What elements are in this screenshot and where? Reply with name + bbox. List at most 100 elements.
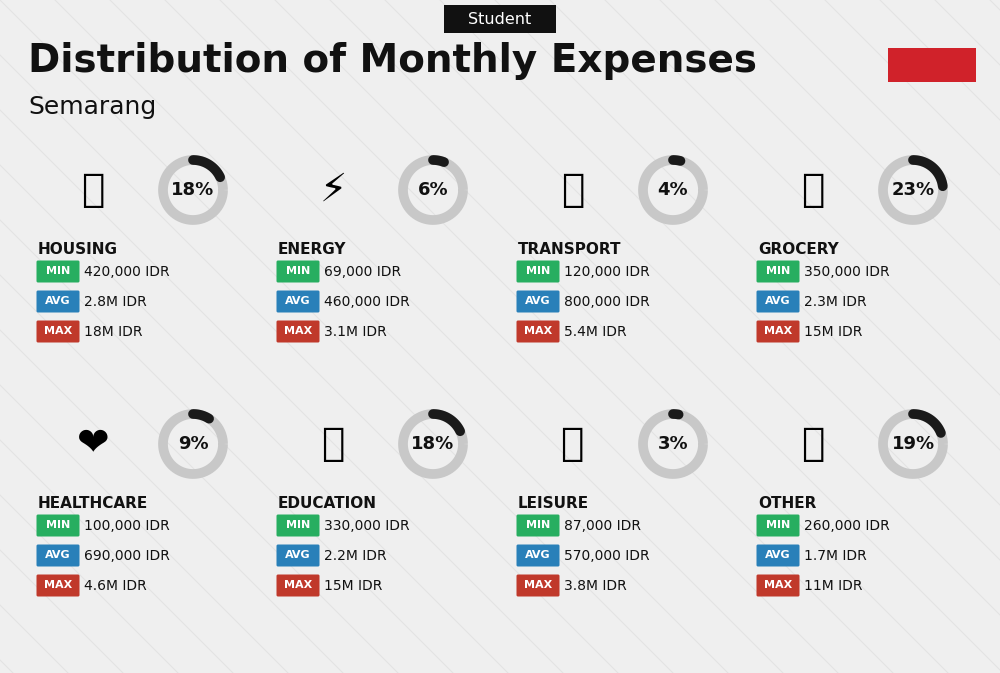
Text: 18%: 18% (411, 435, 455, 453)
Text: OTHER: OTHER (758, 496, 816, 511)
Text: HOUSING: HOUSING (38, 242, 118, 257)
FancyBboxPatch shape (36, 514, 80, 536)
FancyBboxPatch shape (516, 260, 560, 283)
Text: Semarang: Semarang (28, 95, 156, 119)
Text: AVG: AVG (285, 297, 311, 306)
FancyBboxPatch shape (516, 514, 560, 536)
Text: AVG: AVG (45, 551, 71, 561)
Text: 15M IDR: 15M IDR (804, 324, 862, 339)
Text: 4.6M IDR: 4.6M IDR (84, 579, 147, 592)
Text: MIN: MIN (46, 520, 70, 530)
FancyBboxPatch shape (888, 48, 976, 82)
Text: MAX: MAX (284, 326, 312, 336)
FancyBboxPatch shape (757, 291, 800, 312)
FancyBboxPatch shape (36, 320, 80, 343)
Text: MIN: MIN (526, 267, 550, 277)
Text: ⚡: ⚡ (319, 171, 347, 209)
FancyBboxPatch shape (276, 260, 320, 283)
Text: MAX: MAX (524, 581, 552, 590)
Text: HEALTHCARE: HEALTHCARE (38, 496, 148, 511)
Text: MIN: MIN (286, 520, 310, 530)
FancyBboxPatch shape (276, 544, 320, 567)
Text: 87,000 IDR: 87,000 IDR (564, 518, 641, 532)
Text: 69,000 IDR: 69,000 IDR (324, 264, 401, 279)
Text: 23%: 23% (891, 181, 935, 199)
Text: 6%: 6% (418, 181, 448, 199)
FancyBboxPatch shape (757, 575, 800, 596)
Text: ENERGY: ENERGY (278, 242, 347, 257)
FancyBboxPatch shape (276, 291, 320, 312)
Text: AVG: AVG (765, 551, 791, 561)
Text: MIN: MIN (766, 520, 790, 530)
Text: 800,000 IDR: 800,000 IDR (564, 295, 650, 308)
Text: 350,000 IDR: 350,000 IDR (804, 264, 890, 279)
Text: 4%: 4% (658, 181, 688, 199)
FancyBboxPatch shape (516, 320, 560, 343)
Text: GROCERY: GROCERY (758, 242, 839, 257)
FancyBboxPatch shape (757, 320, 800, 343)
Text: 3%: 3% (658, 435, 688, 453)
Text: MAX: MAX (524, 326, 552, 336)
FancyBboxPatch shape (516, 544, 560, 567)
Text: 690,000 IDR: 690,000 IDR (84, 548, 170, 563)
FancyBboxPatch shape (276, 575, 320, 596)
Text: 🛒: 🛒 (801, 171, 825, 209)
Text: 🚌: 🚌 (561, 171, 585, 209)
Text: 18%: 18% (171, 181, 215, 199)
FancyBboxPatch shape (757, 514, 800, 536)
Text: 🏢: 🏢 (81, 171, 105, 209)
Text: EDUCATION: EDUCATION (278, 496, 377, 511)
Text: 3.1M IDR: 3.1M IDR (324, 324, 387, 339)
Text: 1.7M IDR: 1.7M IDR (804, 548, 867, 563)
Text: 330,000 IDR: 330,000 IDR (324, 518, 410, 532)
Text: AVG: AVG (285, 551, 311, 561)
Text: 💰: 💰 (801, 425, 825, 463)
Text: 420,000 IDR: 420,000 IDR (84, 264, 170, 279)
Text: 460,000 IDR: 460,000 IDR (324, 295, 410, 308)
Text: AVG: AVG (525, 297, 551, 306)
Text: 570,000 IDR: 570,000 IDR (564, 548, 650, 563)
Text: AVG: AVG (525, 551, 551, 561)
Text: MIN: MIN (286, 267, 310, 277)
Text: 19%: 19% (891, 435, 935, 453)
Text: MAX: MAX (284, 581, 312, 590)
Text: MIN: MIN (766, 267, 790, 277)
FancyBboxPatch shape (36, 260, 80, 283)
Text: Distribution of Monthly Expenses: Distribution of Monthly Expenses (28, 42, 757, 80)
Text: AVG: AVG (765, 297, 791, 306)
Text: MAX: MAX (44, 581, 72, 590)
Text: 5.4M IDR: 5.4M IDR (564, 324, 627, 339)
Text: 🛍️: 🛍️ (561, 425, 585, 463)
Text: ❤️: ❤️ (77, 425, 109, 463)
FancyBboxPatch shape (444, 5, 556, 33)
Text: Student: Student (468, 11, 532, 26)
FancyBboxPatch shape (757, 544, 800, 567)
Text: 100,000 IDR: 100,000 IDR (84, 518, 170, 532)
Text: 120,000 IDR: 120,000 IDR (564, 264, 650, 279)
Text: 15M IDR: 15M IDR (324, 579, 382, 592)
Text: 18M IDR: 18M IDR (84, 324, 143, 339)
Text: 9%: 9% (178, 435, 208, 453)
Text: TRANSPORT: TRANSPORT (518, 242, 622, 257)
Text: MAX: MAX (764, 326, 792, 336)
FancyBboxPatch shape (36, 544, 80, 567)
FancyBboxPatch shape (36, 291, 80, 312)
Text: 2.3M IDR: 2.3M IDR (804, 295, 867, 308)
FancyBboxPatch shape (516, 291, 560, 312)
Text: 🎓: 🎓 (321, 425, 345, 463)
Text: MAX: MAX (764, 581, 792, 590)
Text: 2.2M IDR: 2.2M IDR (324, 548, 387, 563)
Text: 2.8M IDR: 2.8M IDR (84, 295, 147, 308)
Text: MIN: MIN (46, 267, 70, 277)
Text: MIN: MIN (526, 520, 550, 530)
Text: 260,000 IDR: 260,000 IDR (804, 518, 890, 532)
FancyBboxPatch shape (276, 320, 320, 343)
FancyBboxPatch shape (276, 514, 320, 536)
Text: 3.8M IDR: 3.8M IDR (564, 579, 627, 592)
Text: 11M IDR: 11M IDR (804, 579, 862, 592)
FancyBboxPatch shape (757, 260, 800, 283)
FancyBboxPatch shape (36, 575, 80, 596)
FancyBboxPatch shape (516, 575, 560, 596)
Text: MAX: MAX (44, 326, 72, 336)
Text: AVG: AVG (45, 297, 71, 306)
